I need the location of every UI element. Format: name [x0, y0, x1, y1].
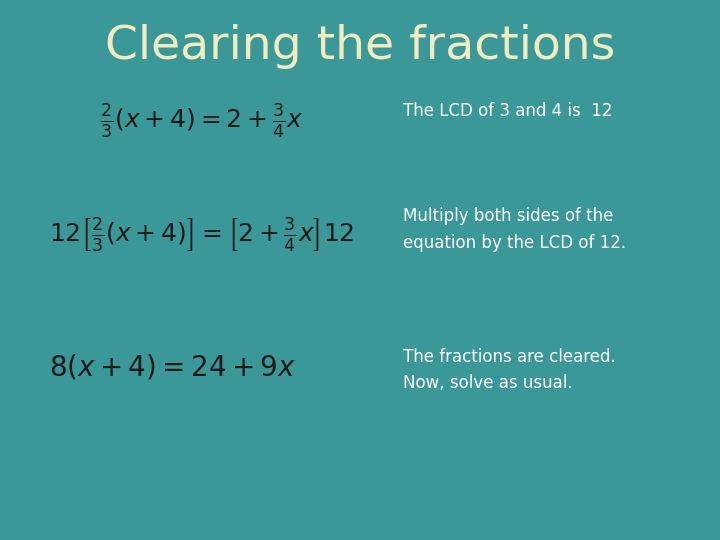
Text: The LCD of 3 and 4 is  12: The LCD of 3 and 4 is 12 [403, 102, 613, 120]
Text: $\frac{2}{3}(x + 4) = 2 + \frac{3}{4}x$: $\frac{2}{3}(x + 4) = 2 + \frac{3}{4}x$ [100, 103, 303, 140]
Text: $12\left[\frac{2}{3}(x + 4)\right] = \left[2 + \frac{3}{4}x\right]12$: $12\left[\frac{2}{3}(x + 4)\right] = \le… [49, 216, 354, 254]
Text: The fractions are cleared.
Now, solve as usual.: The fractions are cleared. Now, solve as… [403, 348, 616, 392]
Text: Clearing the fractions: Clearing the fractions [105, 24, 615, 69]
Text: Multiply both sides of the
equation by the LCD of 12.: Multiply both sides of the equation by t… [403, 207, 626, 252]
Text: $8(x + 4) = 24 + 9x$: $8(x + 4) = 24 + 9x$ [49, 353, 297, 382]
